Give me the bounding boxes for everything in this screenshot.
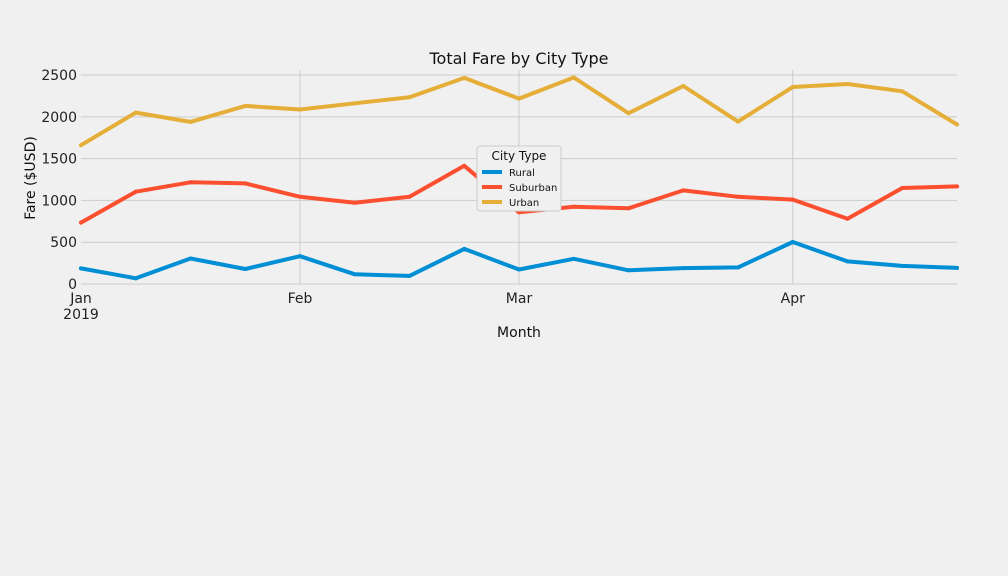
data-point-urban [900,89,905,94]
data-point-rural [188,256,193,261]
y-tick-label: 2000 [41,110,77,126]
y-tick-label: 1500 [41,152,77,168]
x-tick-sublabel: 2019 [63,307,99,323]
y-tick-label: 1000 [41,193,77,209]
data-point-rural [736,265,740,270]
x-tick-label: Apr [781,291,805,307]
data-point-rural [955,265,959,270]
data-point-urban [407,95,412,100]
data-point-suburban [243,181,248,186]
y-tick-label: 0 [68,277,77,293]
data-point-urban [571,75,576,80]
x-tick-label: Feb [288,291,313,307]
data-point-urban [188,119,193,124]
data-point-suburban [188,180,193,185]
data-point-suburban [900,185,905,190]
data-point-urban [79,143,83,148]
data-point-suburban [298,194,302,199]
legend-items: Rural Suburban Urban [482,168,557,209]
data-point-rural [900,263,905,268]
legend-box [476,145,562,212]
data-point-rural [626,268,631,273]
data-point-urban [736,119,740,124]
x-axis-label: Month [497,325,541,341]
data-point-urban [352,101,357,106]
y-axis-label: Fare ($USD) [23,136,39,220]
data-point-suburban [845,216,850,221]
data-point-urban [298,107,302,112]
data-point-suburban [352,200,357,205]
data-point-suburban [736,194,740,199]
data-point-urban [243,103,248,108]
data-point-rural [298,254,302,259]
data-point-rural [407,273,412,278]
data-point-suburban [407,194,412,199]
y-tick-label: 500 [50,235,77,251]
data-point-rural [462,246,467,251]
x-tick-label: Jan [69,291,92,307]
data-point-suburban [681,188,686,193]
data-point-rural [681,266,686,271]
data-point-urban [681,83,686,88]
data-point-suburban [790,197,795,202]
y-tick-label: 2500 [41,68,77,84]
chart-title: Total Fare by City Type [428,49,608,68]
data-point-rural [790,240,795,245]
data-point-rural [243,267,248,272]
data-point-suburban [571,204,576,209]
data-point-suburban [133,189,138,194]
legend-label: Suburban [509,183,557,194]
data-point-urban [462,75,467,80]
legend-title: City Type [492,149,547,163]
data-point-suburban [79,220,83,225]
data-point-rural [845,259,850,264]
data-point-rural [571,256,576,261]
legend: City Type Rural Suburban Urban [476,145,562,212]
x-tick-label: Mar [506,291,533,307]
data-point-urban [133,110,138,115]
series-lines [79,75,959,281]
data-point-urban [517,96,521,101]
data-point-rural [352,272,357,277]
data-point-urban [626,111,631,116]
data-point-urban [845,82,850,87]
data-point-rural [79,266,83,271]
legend-label: Rural [509,168,535,179]
data-point-rural [517,267,521,272]
legend-label: Urban [509,198,539,209]
data-point-suburban [955,184,959,189]
data-point-urban [790,84,795,89]
data-point-urban [955,122,959,127]
data-point-suburban [626,206,631,211]
data-point-rural [133,276,138,281]
data-point-suburban [462,163,467,168]
